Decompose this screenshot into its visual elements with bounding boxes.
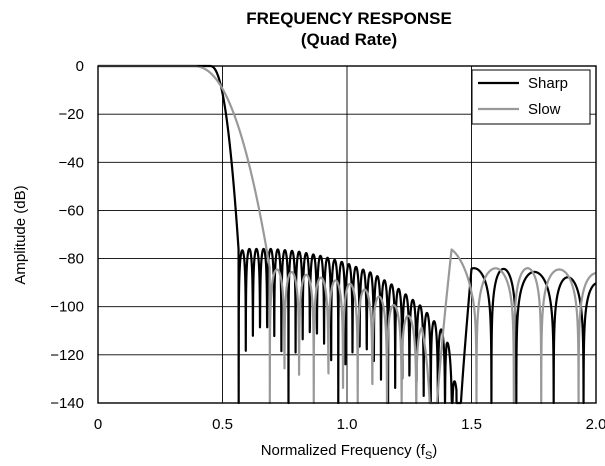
y-tick-label: −140 bbox=[50, 395, 84, 412]
x-axis-label-main: Normalized Frequency (f bbox=[261, 442, 426, 459]
legend-label-slow: Slow bbox=[528, 101, 561, 118]
x-tick-labels: 0 0.5 1.0 1.5 2.0 bbox=[94, 416, 605, 433]
x-tick-label: 0 bbox=[94, 416, 102, 433]
x-axis-label-subscript: S bbox=[425, 450, 432, 462]
y-tick-label: −120 bbox=[50, 347, 84, 364]
y-tick-label: 0 bbox=[76, 58, 84, 75]
x-tick-label: 0.5 bbox=[212, 416, 233, 433]
x-tick-label: 1.5 bbox=[461, 416, 482, 433]
y-tick-label: −60 bbox=[59, 202, 84, 219]
y-tick-label: −80 bbox=[59, 251, 84, 268]
y-axis-label: Amplitude (dB) bbox=[12, 185, 29, 284]
legend-label-sharp: Sharp bbox=[528, 75, 568, 92]
legend-box bbox=[471, 69, 591, 125]
chart-title: FREQUENCY RESPONSE bbox=[246, 9, 452, 28]
x-axis-label: Normalized Frequency (fS) bbox=[261, 442, 438, 462]
plot-frame bbox=[97, 65, 597, 404]
chart-subtitle: (Quad Rate) bbox=[301, 30, 397, 49]
legend: Sharp Slow bbox=[471, 69, 591, 125]
x-tick-label: 1.0 bbox=[337, 416, 358, 433]
y-tick-label: −100 bbox=[50, 299, 84, 316]
x-tick-label: 2.0 bbox=[586, 416, 605, 433]
x-axis-label-end: ) bbox=[432, 442, 437, 459]
y-tick-labels: 0 −20 −40 −60 −80 −100 −120 −140 bbox=[50, 58, 84, 412]
y-tick-label: −40 bbox=[59, 154, 84, 171]
y-tick-label: −20 bbox=[59, 106, 84, 123]
